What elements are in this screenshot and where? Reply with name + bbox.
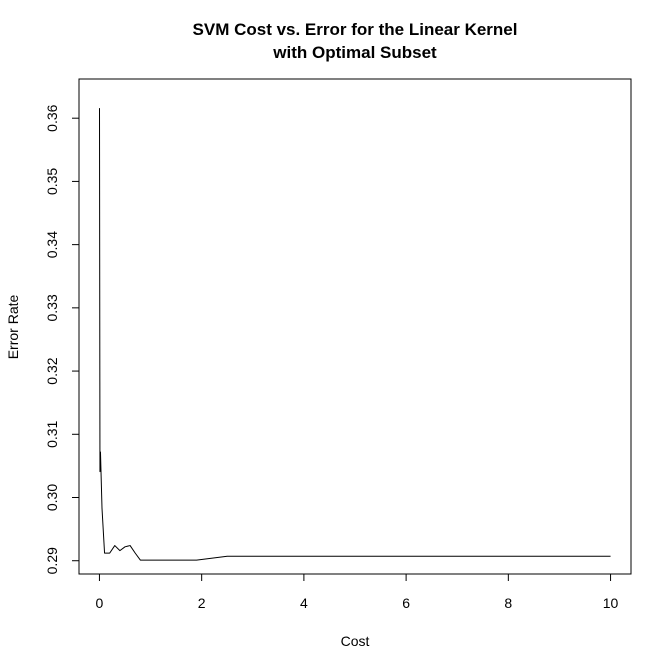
y-axis-label: Error Rate	[5, 295, 21, 360]
y-tick-label: 0.31	[44, 420, 60, 447]
y-tick-label: 0.32	[44, 357, 60, 384]
y-tick-label: 0.30	[44, 484, 60, 511]
plot-frame	[78, 78, 632, 575]
chart-title-line-1: SVM Cost vs. Error for the Linear Kernel	[193, 20, 518, 39]
x-tick-label: 4	[300, 595, 308, 611]
y-axis: 0.29 0.30 0.31 0.32 0.33 0.34 0.35 0.36	[44, 104, 80, 574]
y-tick-label: 0.34	[44, 231, 60, 258]
x-axis-label: Cost	[341, 633, 370, 649]
x-tick-label: 2	[198, 595, 206, 611]
series-layer	[99, 108, 611, 561]
chart-title-line-2: with Optimal Subset	[272, 43, 437, 62]
x-tick-label: 0	[96, 595, 104, 611]
y-tick-label: 0.36	[44, 104, 60, 131]
x-axis: 0 2 4 6 8 10	[96, 573, 619, 611]
x-tick-label: 10	[603, 595, 619, 611]
x-tick-label: 8	[504, 595, 512, 611]
y-tick-label: 0.33	[44, 294, 60, 321]
y-tick-label: 0.35	[44, 168, 60, 195]
series-line	[99, 108, 611, 561]
x-tick-label: 6	[402, 595, 410, 611]
y-tick-label: 0.29	[44, 547, 60, 574]
